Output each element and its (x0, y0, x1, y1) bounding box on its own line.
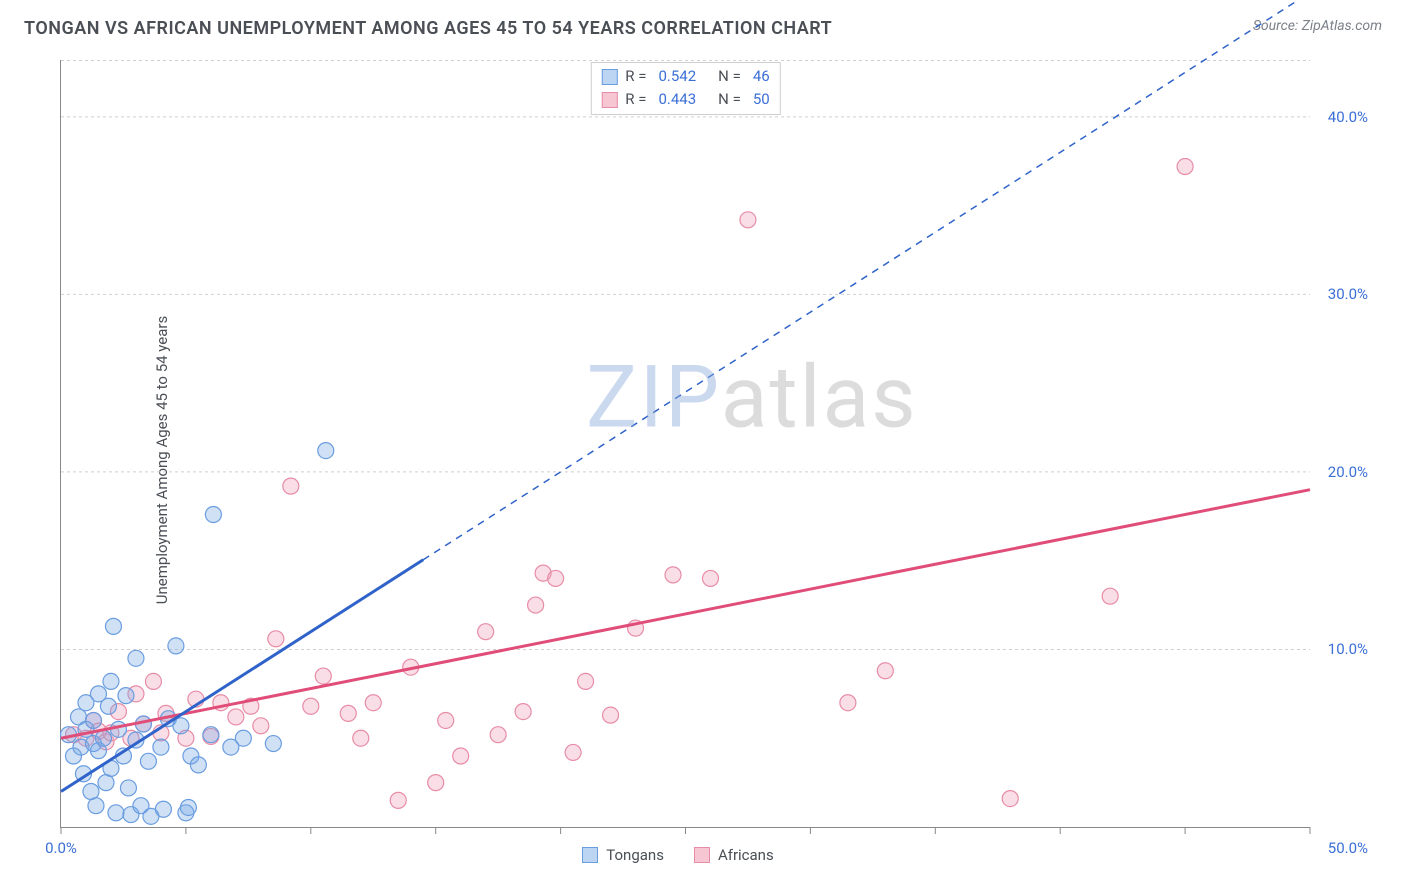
legend-swatch (601, 92, 617, 108)
y-tick-label: 10.0% (1316, 640, 1368, 658)
tongans-point (153, 739, 169, 755)
africans-point (145, 673, 161, 689)
r-label: R = (625, 65, 646, 88)
legend-stats-row: R = 0.542 N = 46 (601, 65, 769, 88)
africans-point (515, 704, 531, 720)
legend-swatch (601, 69, 617, 85)
africans-point (315, 668, 331, 684)
source-prefix: Source: (1253, 18, 1302, 34)
africans-point (453, 748, 469, 764)
tongans-point (173, 718, 189, 734)
tongans-point (190, 757, 206, 773)
tongans-trend-line-dashed (423, 0, 1310, 560)
tongans-point (118, 688, 134, 704)
africans-point (303, 698, 319, 714)
africans-point (528, 597, 544, 613)
africans-point (603, 707, 619, 723)
tongans-point (95, 730, 111, 746)
tongans-point (83, 783, 99, 799)
chart-title: TONGAN VS AFRICAN UNEMPLOYMENT AMONG AGE… (24, 18, 832, 39)
africans-point (365, 695, 381, 711)
africans-point (428, 775, 444, 791)
africans-point (353, 730, 369, 746)
africans-point (840, 695, 856, 711)
tongans-point (85, 712, 101, 728)
africans-point (1177, 159, 1193, 175)
y-tick-label: 40.0% (1316, 108, 1368, 126)
n-value: 50 (753, 88, 770, 111)
africans-point (228, 709, 244, 725)
tongans-point (105, 618, 121, 634)
africans-point (877, 663, 893, 679)
tongans-point (203, 727, 219, 743)
africans-point (565, 744, 581, 760)
plot-area: 10.0%20.0%30.0%40.0% 0.0%50.0% R =0.542N… (60, 60, 1310, 828)
tongans-point (120, 780, 136, 796)
legend-item: Africans (694, 846, 774, 864)
tongans-point (140, 753, 156, 769)
source-attribution: Source: ZipAtlas.com (1253, 18, 1382, 34)
n-label: N = (718, 88, 741, 111)
africans-point (1002, 791, 1018, 807)
n-label: N = (718, 65, 741, 88)
r-value: 0.542 (658, 65, 696, 88)
legend-swatch (582, 847, 598, 863)
africans-point (665, 567, 681, 583)
legend-label: Tongans (606, 846, 664, 864)
africans-point (253, 718, 269, 734)
source-name: ZipAtlas.com (1302, 18, 1382, 34)
legend-swatch (694, 847, 710, 863)
series-legend: Tongans Africans (46, 846, 1310, 864)
tongans-point (180, 799, 196, 815)
africans-point (578, 673, 594, 689)
tongans-point (88, 798, 104, 814)
r-value: 0.443 (658, 88, 696, 111)
africans-point (340, 705, 356, 721)
africans-point (702, 570, 718, 586)
africans-point (283, 478, 299, 494)
legend-label: Africans (718, 846, 774, 864)
tongans-point (235, 730, 251, 746)
tongans-point (205, 507, 221, 523)
africans-point (390, 792, 406, 808)
africans-point (478, 624, 494, 640)
africans-point (1102, 588, 1118, 604)
legend-item: Tongans (582, 846, 664, 864)
correlation-legend: R = 0.542 N = 46 R = 0.443 N = 50 (590, 62, 780, 115)
legend-stats-row: R = 0.443 N = 50 (601, 88, 769, 111)
tongans-point (318, 443, 334, 459)
y-tick-label: 30.0% (1316, 285, 1368, 303)
tongans-point (103, 673, 119, 689)
tongans-point (108, 805, 124, 821)
scatter-chart (61, 60, 1310, 827)
tongans-point (100, 698, 116, 714)
n-value: 46 (753, 65, 770, 88)
africans-trend-line (61, 490, 1310, 739)
r-label: R = (625, 88, 646, 111)
africans-point (268, 631, 284, 647)
africans-point (490, 727, 506, 743)
africans-point (740, 212, 756, 228)
tongans-point (98, 775, 114, 791)
tongans-point (265, 736, 281, 752)
africans-point (438, 712, 454, 728)
tongans-point (155, 801, 171, 817)
tongans-point (168, 638, 184, 654)
africans-point (548, 570, 564, 586)
tongans-point (128, 650, 144, 666)
x-tick-label: 50.0% (1328, 839, 1368, 857)
y-tick-label: 20.0% (1316, 463, 1368, 481)
